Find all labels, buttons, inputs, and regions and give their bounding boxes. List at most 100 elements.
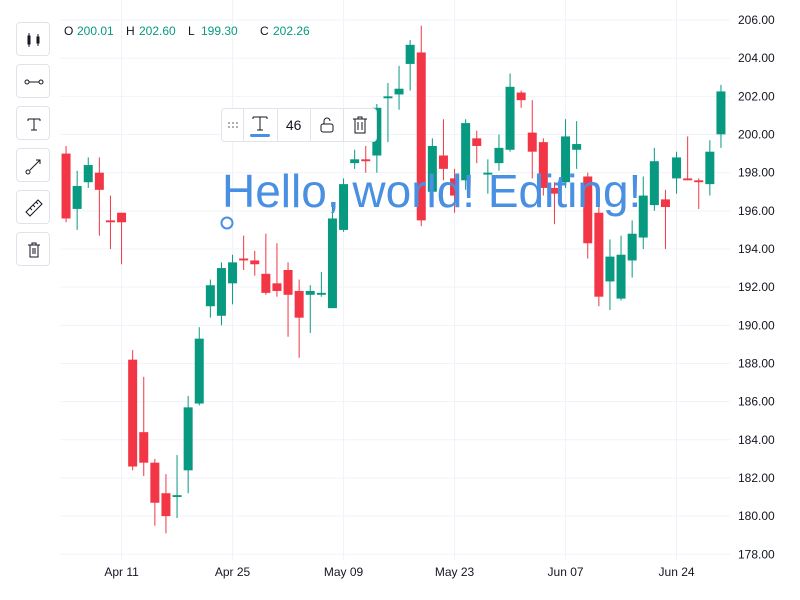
candle-body [527,132,537,152]
candle-body [228,262,238,284]
y-tick-label: 186.00 [738,395,775,409]
legend-label: O [64,24,73,38]
candle-body [161,493,171,517]
legend-value: 200.01 [77,24,114,38]
candle-body [638,195,648,238]
candle-body [205,285,215,307]
candle-body [583,176,593,244]
candle-body [416,52,426,221]
delete-tool[interactable] [16,232,50,266]
ruler-tool[interactable] [16,190,50,224]
candle-body [150,462,160,503]
candle-body [183,407,193,471]
candle-body [283,269,293,295]
candle-body [194,338,204,404]
candle-body [394,88,404,95]
candle-body [549,187,559,194]
candle-body [594,212,604,297]
font-size-button[interactable]: 46 [276,109,310,141]
y-tick-label: 200.00 [738,128,775,142]
legend-value: 202.60 [139,24,176,38]
candle-body [672,157,682,179]
text-tool[interactable] [16,106,50,140]
candle-body [94,172,104,190]
candle-body [72,186,82,209]
candle-body [505,86,515,150]
candle-body [239,258,249,261]
y-tick-label: 184.00 [738,433,775,447]
legend-label: C [260,24,269,38]
candle-body [427,145,437,192]
candle-body [716,91,726,135]
candle-body [128,359,138,467]
x-tick-label: Apr 11 [104,565,139,579]
y-tick-label: 182.00 [738,471,775,485]
anchor-handle [220,216,234,230]
x-tick-label: May 09 [324,565,364,579]
candle-body [216,268,226,316]
candle-body [516,92,526,101]
y-tick-label: 194.00 [738,242,775,256]
candle-body [649,161,659,206]
legend-label: H [126,24,135,38]
candle-body [472,138,482,146]
ohlc-legend: O 200.01 H 202.60 L 199.30 C 202.26 [64,24,310,38]
candle-body [461,123,471,181]
candle-body [327,218,337,309]
candle-body [494,147,504,164]
legend-value: 199.30 [201,24,238,38]
delete-button[interactable] [342,109,376,141]
candle-body [83,165,93,183]
candle-body [616,254,626,299]
candle-body [117,212,127,223]
trend-tool[interactable] [16,148,50,182]
candle-body [483,172,493,175]
y-tick-label: 192.00 [738,280,775,294]
candle-body [561,136,571,183]
candle-body [294,290,304,318]
candle-body [261,273,271,293]
candle-body [683,178,693,181]
drag-handle[interactable] [222,109,243,141]
candle-body [450,178,460,196]
candle-body [438,155,448,169]
candles-tool[interactable] [16,22,50,56]
y-tick-label: 206.00 [738,13,775,27]
candle-body [172,495,182,498]
line-tool[interactable] [16,64,50,98]
legend-value: 202.26 [273,24,310,38]
y-tick-label: 178.00 [738,547,775,561]
x-tick-label: May 23 [435,565,475,579]
x-tick-label: Jun 07 [548,565,584,579]
x-tick-label: Apr 25 [215,565,251,579]
candle-body [627,233,637,261]
candle-body [139,432,149,463]
x-tick-label: Jun 24 [659,565,695,579]
candle-body [538,142,548,188]
candle-body [250,260,260,265]
candle-body [272,283,282,291]
y-tick-label: 190.00 [738,318,775,332]
legend-label: L [188,24,195,38]
candle-body [405,44,415,64]
y-tick-label: 196.00 [738,204,775,218]
candle-body [694,180,704,183]
annotation-text: Hello, world! Editing! [222,165,641,217]
candle-body [383,96,393,99]
candle-body [105,220,115,223]
candle-body [350,159,360,164]
y-tick-label: 202.00 [738,89,775,103]
lock-button[interactable] [309,109,343,141]
candle-body [705,151,715,185]
y-tick-label: 198.00 [738,166,775,180]
candle-body [305,290,315,295]
floating-toolbar: 46 [221,108,377,142]
candle-body [339,184,349,230]
text-color-button[interactable] [243,109,276,141]
candle-body [572,144,582,150]
y-tick-label: 180.00 [738,509,775,523]
y-tick-label: 204.00 [738,51,775,65]
candle-body [316,292,326,295]
